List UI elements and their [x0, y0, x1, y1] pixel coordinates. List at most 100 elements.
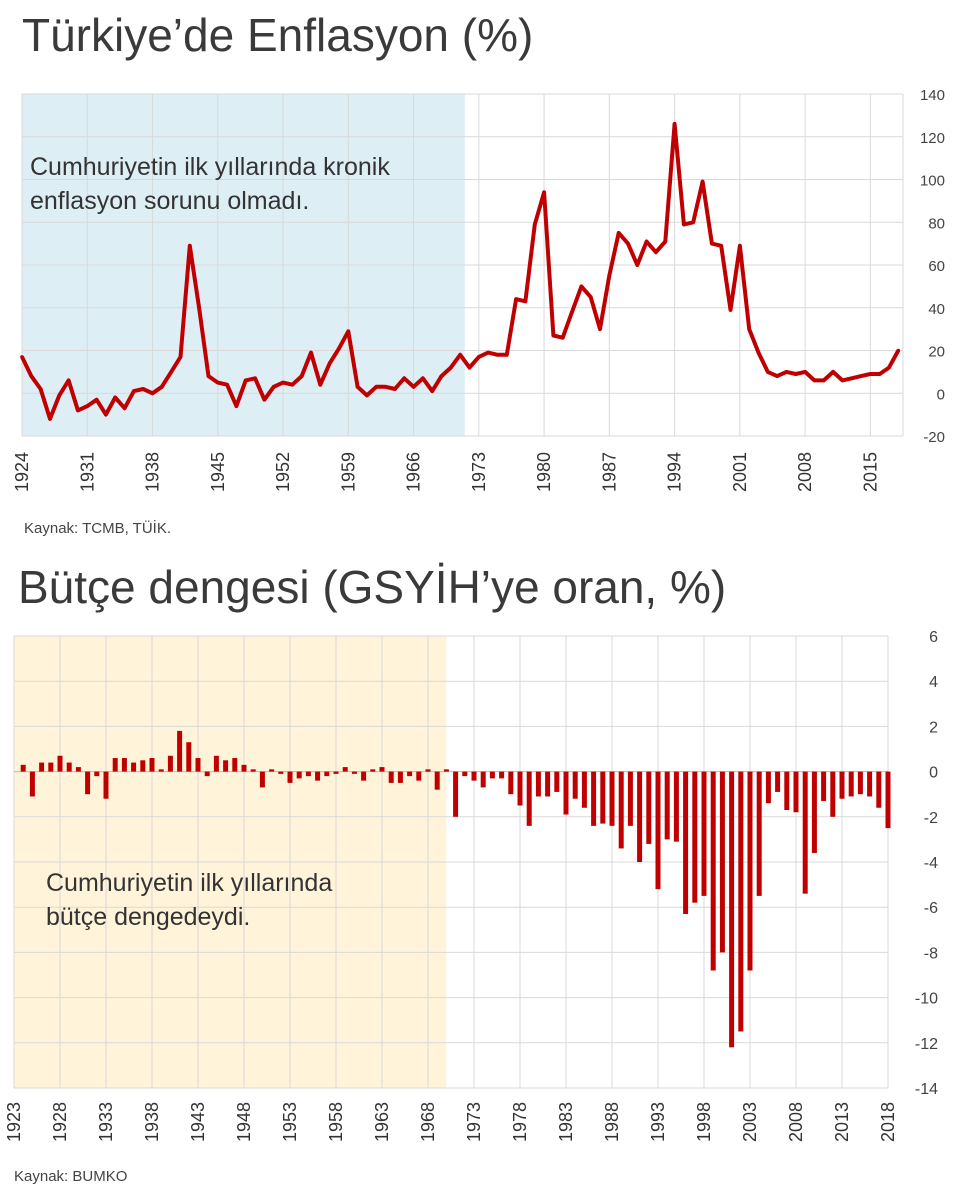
budget-x-tick-label: 1933	[96, 1102, 116, 1142]
budget-bar	[719, 771, 725, 953]
inflation-annotation-line-2: enflasyon sorunu olmadı.	[30, 187, 310, 215]
inflation-data-point	[877, 372, 882, 376]
inflation-data-point	[616, 231, 621, 235]
budget-bar	[508, 771, 514, 795]
budget-bar	[379, 767, 385, 772]
inflation-data-point	[626, 241, 630, 246]
budget-bar	[765, 771, 771, 804]
inflation-y-tick-label: 60	[928, 258, 945, 275]
budget-bar	[85, 771, 91, 795]
budget-y-tick-label: -6	[924, 900, 938, 917]
budget-bar	[627, 771, 633, 826]
budget-bar	[581, 771, 587, 808]
inflation-data-point	[654, 250, 658, 254]
budget-x-tick-label: 1958	[326, 1102, 346, 1142]
budget-bar	[453, 771, 459, 817]
budget-x-tick-label: 1983	[556, 1102, 576, 1142]
inflation-data-point	[365, 393, 369, 398]
inflation-data-point	[309, 350, 313, 355]
budget-bar	[333, 771, 339, 774]
inflation-data-point	[225, 382, 229, 387]
budget-bar	[784, 771, 790, 811]
budget-x-tick-label: 1963	[372, 1102, 392, 1142]
inflation-data-point	[234, 404, 239, 408]
inflation-y-tick-label: 20	[928, 344, 945, 361]
budget-bar	[131, 762, 137, 772]
inflation-data-point	[104, 412, 108, 417]
budget-bar	[535, 771, 541, 797]
budget-bar	[683, 771, 689, 914]
inflation-x-tick-label: 1945	[208, 452, 228, 492]
budget-y-tick-label: -2	[924, 810, 938, 827]
budget-bar	[857, 771, 863, 795]
budget-bar	[94, 771, 100, 777]
inflation-y-tick-label: 0	[937, 386, 945, 403]
inflation-data-point	[849, 376, 854, 381]
inflation-data-point	[113, 395, 118, 400]
budget-bar	[729, 771, 735, 1048]
budget-bar	[195, 758, 201, 772]
inflation-data-point	[570, 310, 574, 314]
inflation-data-point	[551, 333, 556, 338]
inflation-data-point	[29, 374, 34, 378]
inflation-data-point	[281, 380, 285, 385]
inflation-x-tick-label: 1994	[665, 452, 685, 492]
budget-bar	[351, 771, 357, 774]
budget-bar	[342, 767, 348, 772]
inflation-x-tick-label: 1959	[338, 452, 358, 492]
budget-bar	[885, 771, 891, 829]
inflation-data-point	[66, 378, 71, 383]
budget-bar	[232, 758, 238, 772]
budget-bar	[747, 771, 753, 971]
budget-x-tick-label: 1968	[418, 1102, 438, 1142]
inflation-data-point	[682, 222, 686, 227]
budget-x-tick-label: 1993	[648, 1102, 668, 1142]
budget-x-tick-label: 2008	[786, 1102, 806, 1142]
budget-chart-title: Bütçe dengesi (GSYİH’ye oran, %)	[18, 561, 727, 613]
inflation-x-tick-label: 1952	[273, 452, 293, 492]
budget-chart: -14 -12 -10 -8 -6 -4 -2 0 2 4 6 1923 1928 1933 1938 194…	[4, 629, 938, 1142]
inflation-data-point	[150, 391, 155, 396]
budget-y-tick-label: -8	[924, 945, 938, 962]
budget-bar	[324, 771, 330, 777]
budget-x-tick-label: 1948	[234, 1102, 254, 1142]
inflation-y-tick-label: 40	[928, 301, 945, 318]
budget-bar	[103, 771, 109, 799]
budget-bar	[756, 771, 762, 896]
inflation-data-point	[486, 350, 490, 355]
budget-bar	[186, 742, 192, 772]
inflation-data-point	[299, 374, 304, 378]
inflation-data-point	[449, 365, 453, 370]
budget-bar	[802, 771, 808, 894]
budget-y-tick-label: -14	[915, 1081, 938, 1098]
inflation-data-point	[672, 122, 677, 126]
inflation-data-point	[122, 406, 127, 411]
budget-bar	[204, 771, 210, 777]
budget-bar	[793, 771, 799, 813]
budget-bar	[223, 760, 229, 772]
inflation-data-point	[803, 370, 807, 374]
budget-bar	[591, 771, 597, 826]
inflation-data-point	[738, 243, 742, 248]
inflation-data-point	[635, 263, 640, 267]
inflation-data-point	[458, 352, 462, 357]
inflation-data-point	[495, 352, 500, 357]
budget-annotation-line-1: Cumhuriyetin ilk yıllarında	[46, 869, 333, 897]
budget-x-tick-label: 1978	[510, 1102, 530, 1142]
budget-bar	[738, 771, 744, 1032]
budget-bar	[646, 771, 652, 844]
budget-x-tick-label: 2003	[740, 1102, 760, 1142]
inflation-data-point	[318, 382, 323, 387]
inflation-x-tick-label: 1973	[469, 452, 489, 492]
inflation-data-point	[644, 239, 649, 244]
inflation-data-point	[215, 380, 220, 385]
inflation-y-tick-label: 100	[920, 173, 945, 190]
budget-x-tick-label: 1928	[50, 1102, 70, 1142]
budget-y-tick-label: 2	[929, 719, 938, 736]
budget-bar	[177, 730, 183, 772]
budget-bar	[462, 771, 468, 777]
inflation-data-point	[477, 355, 481, 359]
budget-bar	[140, 760, 146, 772]
inflation-data-point	[663, 239, 668, 244]
inflation-data-point	[85, 404, 90, 408]
